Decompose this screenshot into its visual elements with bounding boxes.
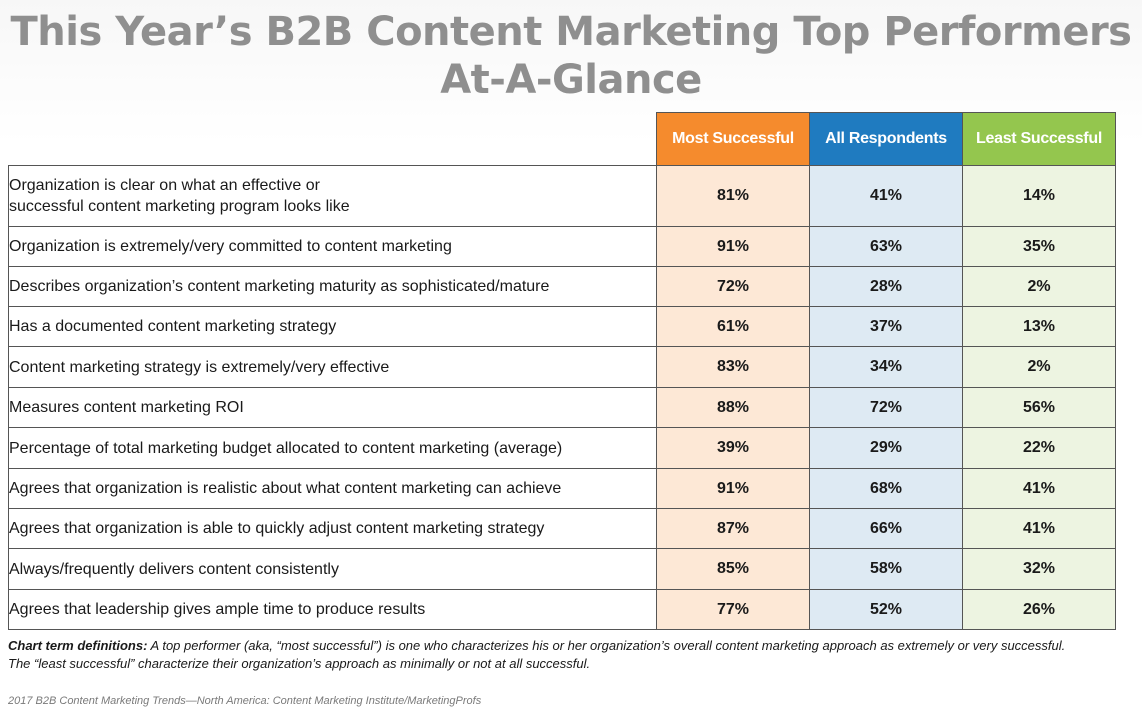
definitions-text-1: A top performer (aka, “most successful”)… [147,638,1066,653]
value-least-successful: 41% [962,508,1116,549]
table-row: Measures content marketing ROI 88% 72% 56% [8,387,1116,428]
value-least-successful: 41% [962,468,1116,509]
value-least-successful: 14% [962,165,1116,227]
row-label: Always/frequently delivers content consi… [8,548,657,590]
table-row: Always/frequently delivers content consi… [8,548,1116,590]
row-label: Organization is clear on what an effecti… [8,165,657,227]
source-note: 2017 B2B Content Marketing Trends—North … [8,695,482,707]
value-all-respondents: 29% [809,427,963,469]
row-label-line: Always/frequently delivers content consi… [9,560,339,578]
column-header-most-successful: Most Successful [656,112,810,166]
table-row: Content marketing strategy is extremely/… [8,346,1116,388]
row-label-line: successful content marketing program loo… [9,198,350,215]
value-least-successful: 2% [962,266,1116,307]
definitions-lead: Chart term definitions: [8,638,148,653]
table-row: Organization is clear on what an effecti… [8,165,1116,227]
value-least-successful: 56% [962,387,1116,428]
value-most-successful: 81% [656,165,810,227]
row-label: Agrees that leadership gives ample time … [8,589,657,630]
definitions-line-1: Chart term definitions: A top performer … [8,637,1133,655]
row-label-line: Agrees that leadership gives ample time … [9,601,426,618]
performers-table: Most Successful All Respondents Least Su… [8,112,1116,630]
value-all-respondents: 37% [809,306,963,347]
value-all-respondents: 58% [809,548,963,590]
value-least-successful: 32% [962,548,1116,590]
column-header-least-successful: Least Successful [962,112,1116,166]
chart-term-definitions: Chart term definitions: A top performer … [8,637,1133,673]
row-label-line: Organization is extremely/very committed… [9,238,452,255]
row-label: Agrees that organization is able to quic… [8,508,657,549]
header-blank-cell [8,112,657,166]
value-all-respondents: 41% [809,165,963,227]
row-label-line: Organization is clear on what an effecti… [9,177,320,194]
value-most-successful: 83% [656,346,810,388]
value-all-respondents: 66% [809,508,963,549]
value-all-respondents: 28% [809,266,963,307]
table-row: Percentage of total marketing budget all… [8,427,1116,469]
row-label: Describes organization’s content marketi… [8,266,657,307]
row-label: Has a documented content marketing strat… [8,306,657,347]
row-label-line: Has a documented content marketing strat… [9,318,337,335]
value-least-successful: 26% [962,589,1116,630]
row-label: Measures content marketing ROI [8,387,657,428]
column-header-all-respondents: All Respondents [809,112,963,166]
value-least-successful: 35% [962,226,1116,267]
value-least-successful: 13% [962,306,1116,347]
header-row: Most Successful All Respondents Least Su… [8,112,1116,166]
row-label-line: Percentage of total marketing budget all… [9,439,563,457]
value-most-successful: 77% [656,589,810,630]
table-row: Agrees that organization is able to quic… [8,508,1116,549]
value-most-successful: 88% [656,387,810,428]
table-row: Agrees that leadership gives ample time … [8,589,1116,630]
table-body: Organization is clear on what an effecti… [8,165,1116,630]
value-least-successful: 22% [962,427,1116,469]
value-all-respondents: 68% [809,468,963,509]
value-all-respondents: 72% [809,387,963,428]
value-all-respondents: 52% [809,589,963,630]
table-row: Describes organization’s content marketi… [8,266,1116,307]
value-most-successful: 87% [656,508,810,549]
value-least-successful: 2% [962,346,1116,388]
chart-title: This Year’s B2B Content Marketing Top Pe… [0,8,1142,104]
row-label: Agrees that organization is realistic ab… [8,468,657,509]
title-line-1: This Year’s B2B Content Marketing Top Pe… [10,9,1132,55]
row-label: Content marketing strategy is extremely/… [8,346,657,388]
value-most-successful: 91% [656,226,810,267]
value-most-successful: 39% [656,427,810,469]
row-label-line: Describes organization’s content marketi… [9,278,550,295]
value-most-successful: 72% [656,266,810,307]
value-most-successful: 91% [656,468,810,509]
row-label-line: Measures content marketing ROI [9,399,244,416]
row-label-line: Agrees that organization is realistic ab… [9,480,562,497]
table-row: Agrees that organization is realistic ab… [8,468,1116,509]
row-label: Organization is extremely/very committed… [8,226,657,267]
row-label: Percentage of total marketing budget all… [8,427,657,469]
value-all-respondents: 34% [809,346,963,388]
table-row: Organization is extremely/very committed… [8,226,1116,267]
value-most-successful: 61% [656,306,810,347]
title-line-2: At-A-Glance [440,57,702,103]
value-all-respondents: 63% [809,226,963,267]
row-label-line: Agrees that organization is able to quic… [9,520,545,537]
table-row: Has a documented content marketing strat… [8,306,1116,347]
row-label-line: Content marketing strategy is extremely/… [9,358,390,376]
value-most-successful: 85% [656,548,810,590]
definitions-line-2: The “least successful” characterize thei… [8,656,591,671]
